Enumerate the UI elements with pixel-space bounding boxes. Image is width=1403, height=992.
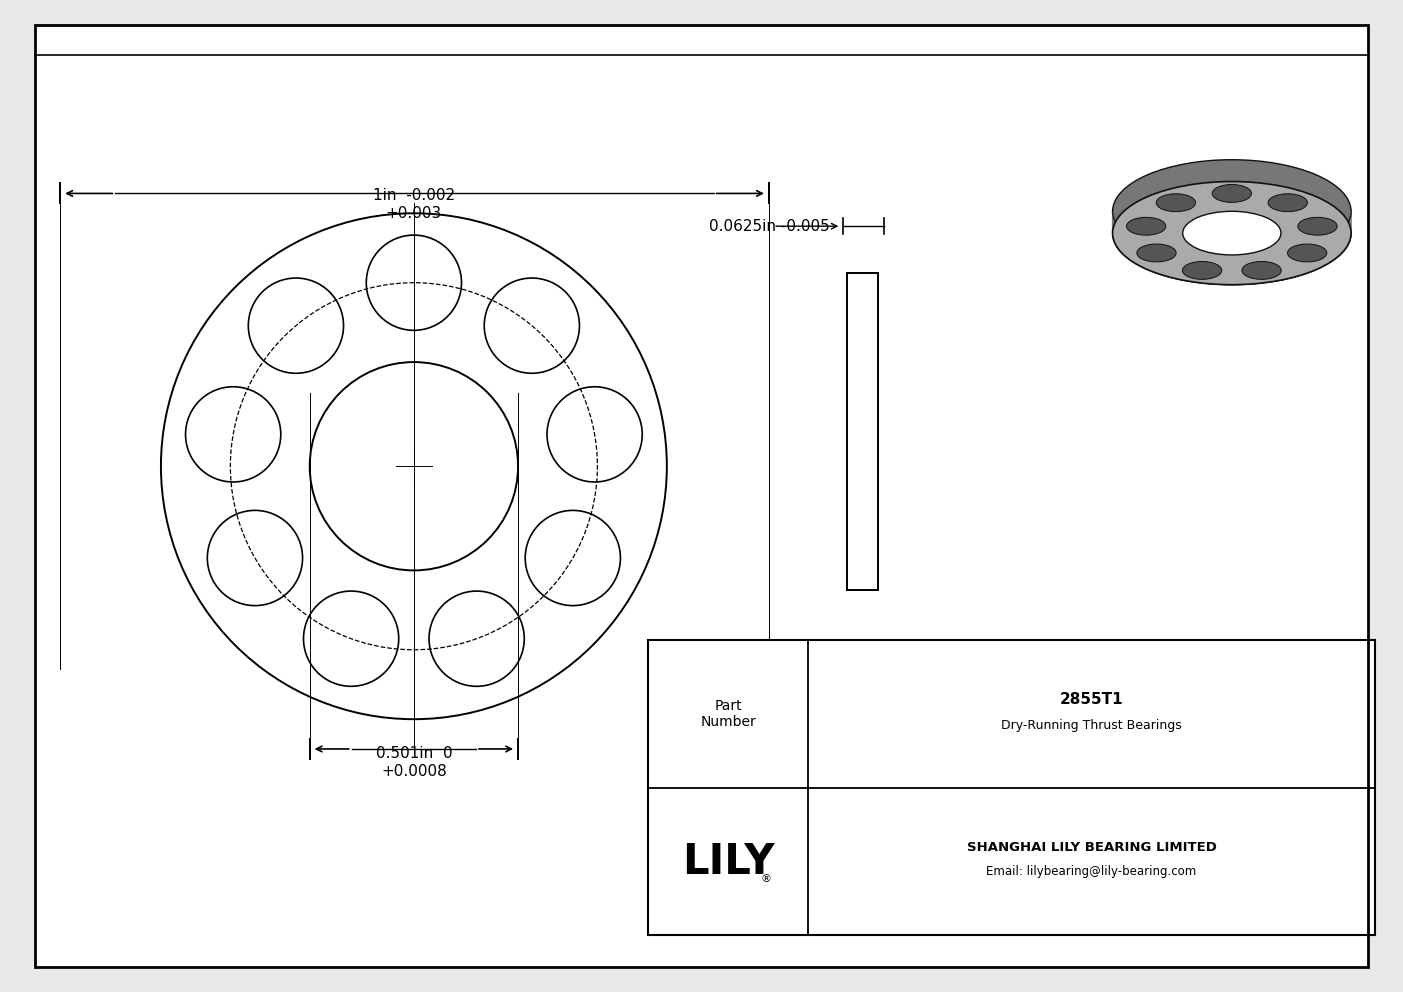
Ellipse shape: [1113, 182, 1351, 285]
Text: 0.0625in -0.005: 0.0625in -0.005: [710, 218, 831, 234]
Ellipse shape: [1156, 193, 1195, 211]
Ellipse shape: [1242, 262, 1281, 280]
Text: 1in  -0.002: 1in -0.002: [373, 188, 455, 203]
Ellipse shape: [1298, 217, 1337, 235]
Ellipse shape: [1268, 193, 1308, 211]
Text: 0.501in  0: 0.501in 0: [376, 746, 452, 761]
Ellipse shape: [1288, 244, 1327, 262]
Text: 2855T1: 2855T1: [1059, 692, 1124, 707]
Text: +0.0008: +0.0008: [382, 764, 446, 779]
Text: SHANGHAI LILY BEARING LIMITED: SHANGHAI LILY BEARING LIMITED: [967, 841, 1216, 854]
Bar: [648, 640, 1375, 935]
Ellipse shape: [1183, 262, 1222, 280]
Ellipse shape: [1113, 160, 1351, 263]
Text: Email: lilybearing@lily-bearing.com: Email: lilybearing@lily-bearing.com: [986, 865, 1197, 878]
Bar: [847, 273, 878, 590]
Ellipse shape: [1183, 211, 1281, 255]
Text: ®: ®: [760, 875, 772, 885]
Text: Dry-Running Thrust Bearings: Dry-Running Thrust Bearings: [1002, 719, 1181, 732]
Ellipse shape: [1136, 244, 1176, 262]
Ellipse shape: [1127, 217, 1166, 235]
Text: +0.003: +0.003: [386, 206, 442, 221]
Text: Part
Number: Part Number: [700, 698, 756, 729]
Polygon shape: [1113, 211, 1351, 285]
Text: LILY: LILY: [682, 840, 774, 883]
Ellipse shape: [1212, 185, 1251, 202]
